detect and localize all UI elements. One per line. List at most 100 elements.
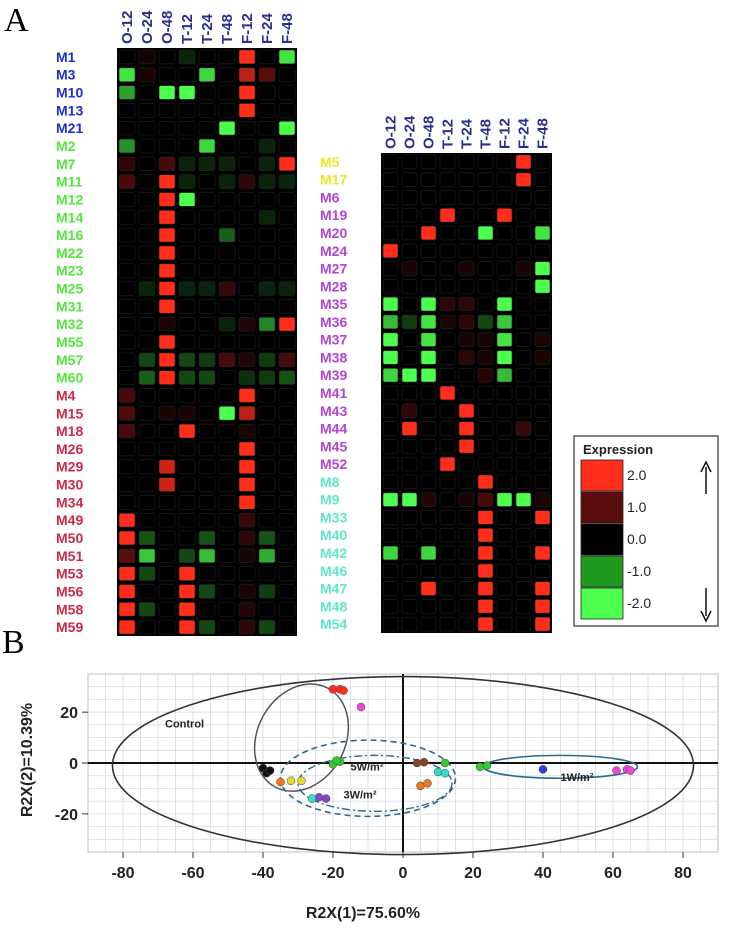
heatmap-right-cell bbox=[439, 296, 456, 312]
heatmap-left-cell bbox=[138, 477, 156, 492]
heatmap-left-cell bbox=[118, 406, 136, 421]
heatmap-right-cell bbox=[477, 190, 494, 205]
heatmap-left-cell bbox=[258, 316, 276, 332]
heatmap-right-row-label: M8 bbox=[320, 474, 340, 490]
heatmap-left-cell bbox=[138, 316, 156, 332]
heatmap-right-cell bbox=[439, 492, 456, 507]
heatmap-right-row-label: M19 bbox=[320, 207, 347, 223]
heatmap-left-cell bbox=[118, 299, 136, 314]
heatmap-left-cell bbox=[218, 263, 236, 278]
heatmap-left-cell bbox=[198, 49, 216, 65]
heatmap-left-cell bbox=[158, 512, 176, 528]
heatmap-left-cell bbox=[218, 85, 236, 100]
heatmap-left-cell bbox=[118, 388, 136, 403]
heatmap-right-row-label: M39 bbox=[320, 367, 347, 383]
heatmap-left-row-label: M16 bbox=[56, 227, 83, 243]
heatmap-left-row-label: M31 bbox=[56, 298, 83, 314]
heatmap-left-cell bbox=[258, 584, 276, 599]
heatmap-left-cell bbox=[278, 174, 296, 189]
heatmap-right-cell bbox=[401, 616, 418, 632]
heatmap-left-cell bbox=[178, 263, 196, 278]
heatmap-left-cell bbox=[238, 423, 256, 439]
heatmap-left-cell bbox=[138, 512, 156, 528]
heatmap-right-cell bbox=[496, 261, 513, 276]
heatmap-left-cell bbox=[198, 192, 216, 207]
heatmap-right-row-label: M41 bbox=[320, 385, 347, 401]
scatter-x-tick-label: -60 bbox=[181, 865, 204, 882]
heatmap-left-row-label: M29 bbox=[56, 459, 83, 475]
heatmap-right-cell bbox=[534, 492, 551, 507]
heatmap-left-cell bbox=[138, 85, 156, 100]
scatter-x-tick-label: -40 bbox=[251, 865, 274, 882]
heatmap-left-cell bbox=[238, 388, 256, 403]
heatmap-right-cell bbox=[515, 456, 532, 472]
heatmap-right-cell bbox=[496, 474, 513, 490]
heatmap-left-cell bbox=[258, 334, 276, 350]
heatmap-left-cell bbox=[218, 174, 236, 189]
heatmap-right-cell bbox=[401, 439, 418, 454]
heatmap-left-cell bbox=[258, 477, 276, 492]
heatmap-left-cell bbox=[238, 512, 256, 528]
heatmap-right-cell bbox=[534, 581, 551, 596]
heatmap-left-cell bbox=[258, 174, 276, 189]
heatmap-left-cell bbox=[278, 584, 296, 599]
heatmap-left-cell bbox=[178, 138, 196, 154]
heatmap-right-column-label: F-12 bbox=[497, 118, 514, 149]
heatmap-left-cell bbox=[138, 406, 156, 421]
heatmap-right-column-label: O-48 bbox=[421, 116, 438, 149]
heatmap-right-cell bbox=[477, 563, 494, 578]
heatmap-right-cell bbox=[420, 172, 437, 187]
heatmap-right-cell bbox=[515, 616, 532, 632]
heatmap-left-cell bbox=[218, 352, 236, 368]
heatmap-right-cell bbox=[458, 279, 475, 294]
scatter-annotation: Control bbox=[165, 718, 204, 730]
heatmap-right-cell bbox=[534, 421, 551, 436]
heatmap-right-cell bbox=[439, 599, 456, 614]
heatmap-right-row-label: M33 bbox=[320, 509, 347, 525]
heatmap-left-row-label: M57 bbox=[56, 352, 83, 368]
heatmap-right-row-label: M28 bbox=[320, 278, 347, 294]
heatmap-left-cell bbox=[118, 530, 136, 546]
heatmap-right-cell bbox=[382, 368, 399, 383]
heatmap-right-cell bbox=[515, 403, 532, 418]
heatmap-left-column-label: T-24 bbox=[199, 13, 216, 44]
heatmap-left-cell bbox=[218, 281, 236, 296]
heatmap-right-cell bbox=[439, 456, 456, 472]
heatmap-right-cell bbox=[439, 510, 456, 525]
heatmap-right-cell bbox=[439, 332, 456, 347]
heatmap-left-cell bbox=[278, 138, 296, 154]
heatmap-right-cell bbox=[382, 421, 399, 436]
heatmap-left-cell bbox=[198, 210, 216, 225]
heatmap-right-cell bbox=[477, 456, 494, 472]
heatmap-left-cell bbox=[238, 299, 256, 314]
heatmap-left-row-label: M1 bbox=[56, 49, 76, 65]
heatmap-left-cell bbox=[178, 174, 196, 189]
heatmap-right-cell bbox=[477, 492, 494, 507]
heatmap-left-cell bbox=[258, 406, 276, 421]
heatmap-right-cell bbox=[515, 581, 532, 596]
heatmap-left-cell bbox=[198, 85, 216, 100]
heatmap-right-cell bbox=[420, 510, 437, 525]
heatmap-right-cell bbox=[515, 368, 532, 383]
heatmap-right-cell bbox=[534, 510, 551, 525]
heatmap-right-cell bbox=[534, 208, 551, 223]
heatmap-left-cell bbox=[158, 245, 176, 261]
heatmap-right-row-label: M43 bbox=[320, 403, 347, 419]
heatmap-right-cell bbox=[458, 545, 475, 561]
heatmap-left-cell bbox=[278, 245, 296, 261]
heatmap-left-cell bbox=[178, 530, 196, 546]
heatmap-right-row-label: M54 bbox=[320, 616, 347, 632]
heatmap-right-cell bbox=[534, 528, 551, 543]
heatmap-left-cell bbox=[118, 174, 136, 189]
heatmap-left-cell bbox=[258, 263, 276, 278]
heatmap-right-cell bbox=[439, 403, 456, 418]
heatmap-right-cell bbox=[534, 474, 551, 490]
heatmap-right-cell bbox=[458, 492, 475, 507]
heatmap-left-cell bbox=[278, 192, 296, 207]
heatmap-left-cell bbox=[258, 602, 276, 617]
heatmap-right-cell bbox=[477, 172, 494, 187]
heatmap-left-cell bbox=[198, 619, 216, 635]
heatmap-left-cell bbox=[238, 67, 256, 82]
heatmap-right-cell bbox=[458, 456, 475, 472]
